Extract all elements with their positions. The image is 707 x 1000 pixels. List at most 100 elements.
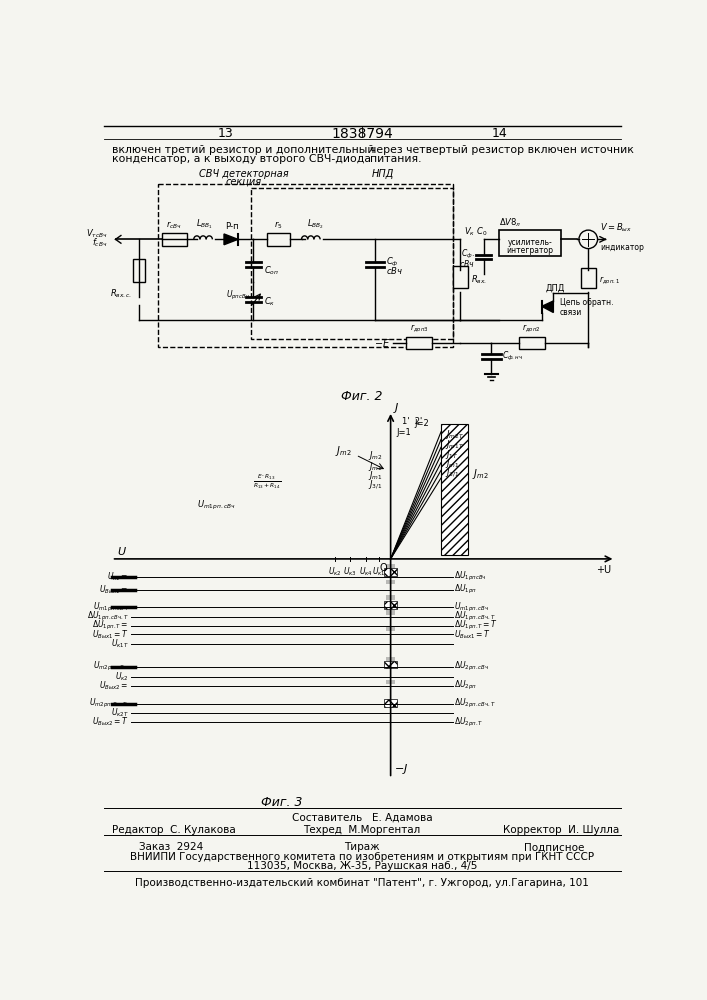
Text: U: U (118, 547, 126, 557)
Text: J: J (395, 403, 398, 413)
Text: $f_{cBч}$: $f_{cBч}$ (93, 237, 107, 249)
Text: $R_{вх.}$: $R_{вх.}$ (472, 274, 487, 286)
Text: $cBч$: $cBч$ (386, 265, 403, 276)
Text: Фиг. 3: Фиг. 3 (262, 796, 303, 809)
Text: 113035, Москва, Ж-35, Раушская наб., 4/5: 113035, Москва, Ж-35, Раушская наб., 4/5 (247, 861, 477, 871)
Text: $J_{3/1}$: $J_{3/1}$ (445, 466, 460, 479)
Text: $J_{1T}$: $J_{1T}$ (445, 448, 458, 461)
Text: $V=B_{ых}$: $V=B_{ых}$ (600, 222, 632, 234)
Text: $\Delta U_{2рп.T}$: $\Delta U_{2рп.T}$ (454, 716, 484, 729)
Text: $U_{m1рп.cBч}$: $U_{m1рп.cBч}$ (454, 601, 489, 614)
Text: $-J$: $-J$ (394, 762, 408, 776)
Text: $J_{m2}$: $J_{m2}$ (335, 444, 352, 458)
Text: Редактор  С. Кулакова: Редактор С. Кулакова (112, 825, 235, 835)
Bar (162, 233, 187, 246)
Bar (580, 268, 596, 288)
Text: $U_{Bых1}=T$: $U_{Bых1}=T$ (92, 628, 129, 641)
Text: $L_{BB_1}$: $L_{BB_1}$ (196, 217, 213, 231)
Text: НПД: НПД (372, 169, 394, 179)
Bar (386, 657, 395, 661)
Bar (132, 259, 145, 282)
Text: $J_{m1}$: $J_{m1}$ (368, 469, 383, 482)
Text: индикатор: индикатор (600, 243, 644, 252)
Text: $U_{\kappa2}$: $U_{\kappa2}$ (328, 565, 341, 578)
Bar (406, 337, 433, 349)
Text: $\Delta U_{2рп.cBч}$: $\Delta U_{2рп.cBч}$ (454, 660, 489, 673)
Text: $\Delta U_{1рп.T}=$: $\Delta U_{1рп.T}=$ (93, 619, 129, 632)
Bar (385, 699, 397, 707)
Text: Заказ  2924: Заказ 2924 (139, 842, 203, 852)
Text: $V_{тсBч}$: $V_{тсBч}$ (86, 228, 107, 240)
Text: конденсатор, а к выходу второго СВЧ-диода: конденсатор, а к выходу второго СВЧ-диод… (112, 154, 370, 164)
Bar (452, 266, 468, 288)
Text: $\Delta U_{1рп.cBч.T}$: $\Delta U_{1рп.cBч.T}$ (87, 610, 129, 623)
Text: О: О (379, 563, 387, 573)
Text: питания.: питания. (370, 154, 421, 164)
Text: $U_{\kappa2}$: $U_{\kappa2}$ (115, 670, 129, 683)
Bar (385, 568, 397, 576)
Text: $U_{\kappa1}$: $U_{\kappa1}$ (372, 565, 386, 578)
Text: $J_{m2T}$: $J_{m2T}$ (445, 428, 464, 441)
Text: $U_{рпcBч}$: $U_{рпcBч}$ (226, 289, 250, 302)
Text: $\Delta U_{2рп}$: $\Delta U_{2рп}$ (454, 679, 477, 692)
Text: усилитель-: усилитель- (508, 238, 552, 247)
Text: $\Delta V8_л$: $\Delta V8_л$ (499, 216, 522, 229)
Text: $U_{m1рп.cBч}$: $U_{m1рп.cBч}$ (197, 498, 235, 512)
Text: $C_ф.$: $C_ф.$ (460, 248, 474, 261)
Text: $U_{m2рп.cBч}$: $U_{m2рп.cBч}$ (93, 660, 129, 673)
Text: $\Delta U_{1рпcBч}$: $\Delta U_{1рпcBч}$ (454, 570, 487, 583)
Text: Техред  М.Моргентал: Техред М.Моргентал (303, 825, 421, 835)
Text: $r_5$: $r_5$ (274, 219, 283, 231)
Text: $U_{m1рп.cBч}$: $U_{m1рп.cBч}$ (93, 601, 129, 614)
Text: ДПД: ДПД (546, 283, 565, 292)
Bar (386, 680, 395, 684)
Text: $L_{BB_2}$: $L_{BB_2}$ (307, 217, 324, 231)
Text: Фиг. 2: Фиг. 2 (341, 389, 382, 402)
Text: 13: 13 (218, 127, 233, 140)
Text: $J_{m1}$: $J_{m1}$ (445, 457, 460, 470)
Text: 1'  2': 1' 2' (402, 417, 423, 426)
Text: $-E$: $-E$ (374, 337, 391, 349)
Bar (385, 601, 397, 609)
Text: $U_{Bых1}=$: $U_{Bых1}=$ (100, 583, 129, 596)
Bar (386, 595, 395, 600)
Bar (386, 626, 395, 631)
Text: $\Delta U_{1рп.cBч.T}$: $\Delta U_{1рп.cBч.T}$ (454, 610, 496, 623)
Bar (441, 424, 468, 555)
Bar (386, 703, 395, 708)
Text: интегратор: интегратор (507, 246, 554, 255)
Text: $\Delta U_{1рп.T}=T$: $\Delta U_{1рп.T}=T$ (454, 619, 498, 632)
Text: $J_{3/1}$: $J_{3/1}$ (368, 479, 383, 491)
Text: связи: связи (559, 308, 582, 317)
Text: СВЧ детекторная: СВЧ детекторная (199, 169, 288, 179)
Bar (385, 661, 397, 668)
Text: $U_{\kappa3}$: $U_{\kappa3}$ (344, 565, 357, 578)
Text: $U_{\kappa1}=$: $U_{\kappa1}=$ (107, 570, 129, 583)
Polygon shape (542, 301, 554, 312)
Text: $\frac{E \cdot R_{13}}{R_{13}+R_{14}}$: $\frac{E \cdot R_{13}}{R_{13}+R_{14}}$ (252, 473, 281, 491)
Text: $J_{m2}$: $J_{m2}$ (472, 467, 489, 481)
Bar (386, 564, 395, 569)
Text: $U_{\kappa1T}$: $U_{\kappa1T}$ (111, 637, 129, 650)
Text: $r_{доп3}$: $r_{доп3}$ (410, 322, 428, 334)
Text: Р-п: Р-п (225, 222, 238, 231)
Text: Цепь обратн.: Цепь обратн. (559, 298, 613, 307)
Text: $J_{m1T}$: $J_{m1T}$ (445, 438, 464, 451)
Text: $U_{Bых2}=$: $U_{Bых2}=$ (100, 680, 129, 692)
Text: $C_{ф.нч}$: $C_{ф.нч}$ (502, 350, 523, 363)
Text: $r_{доп2}$: $r_{доп2}$ (522, 322, 541, 334)
Text: секция: секция (226, 176, 262, 186)
Text: $C_{оп}$: $C_{оп}$ (264, 265, 279, 277)
Text: Корректор  И. Шулла: Корректор И. Шулла (503, 825, 619, 835)
Text: $cBч$: $cBч$ (459, 258, 474, 269)
Text: J=1: J=1 (397, 428, 411, 437)
Bar (499, 230, 561, 256)
Bar (386, 610, 395, 615)
Text: Производственно-издательский комбинат "Патент", г. Ужгород, ул.Гагарина, 101: Производственно-издательский комбинат "П… (135, 878, 589, 888)
Text: Составитель   Е. Адамова: Составитель Е. Адамова (292, 813, 432, 823)
Text: $C_ф$: $C_ф$ (386, 256, 399, 269)
Text: включен третий резистор и дополнительный: включен третий резистор и дополнительный (112, 145, 374, 155)
Text: $J_{m1}$: $J_{m1}$ (368, 460, 383, 473)
Text: $\Delta U_{2рп.cBч.T}$: $\Delta U_{2рп.cBч.T}$ (454, 697, 496, 710)
Text: $J_{m2}$: $J_{m2}$ (368, 449, 383, 462)
